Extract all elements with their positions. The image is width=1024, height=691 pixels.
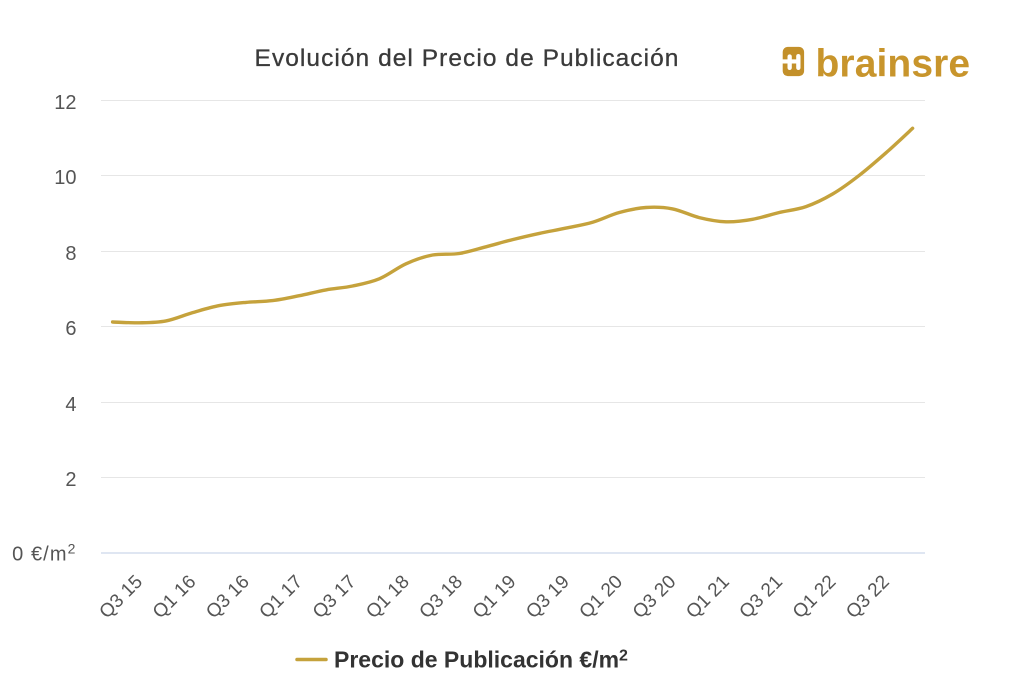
- svg-text:8: 8: [65, 243, 76, 265]
- svg-text:brainsre: brainsre: [816, 43, 971, 86]
- svg-text:2: 2: [65, 469, 76, 491]
- svg-text:Precio de Publicación €/m2: Precio de Publicación €/m2: [334, 647, 628, 673]
- svg-text:0 €/m2: 0 €/m2: [12, 541, 76, 566]
- svg-text:10: 10: [54, 167, 76, 189]
- svg-text:4: 4: [65, 394, 76, 416]
- svg-text:Evolución del Precio de Public: Evolución del Precio de Publicación: [255, 45, 680, 72]
- svg-text:6: 6: [65, 318, 76, 340]
- svg-text:12: 12: [54, 92, 76, 114]
